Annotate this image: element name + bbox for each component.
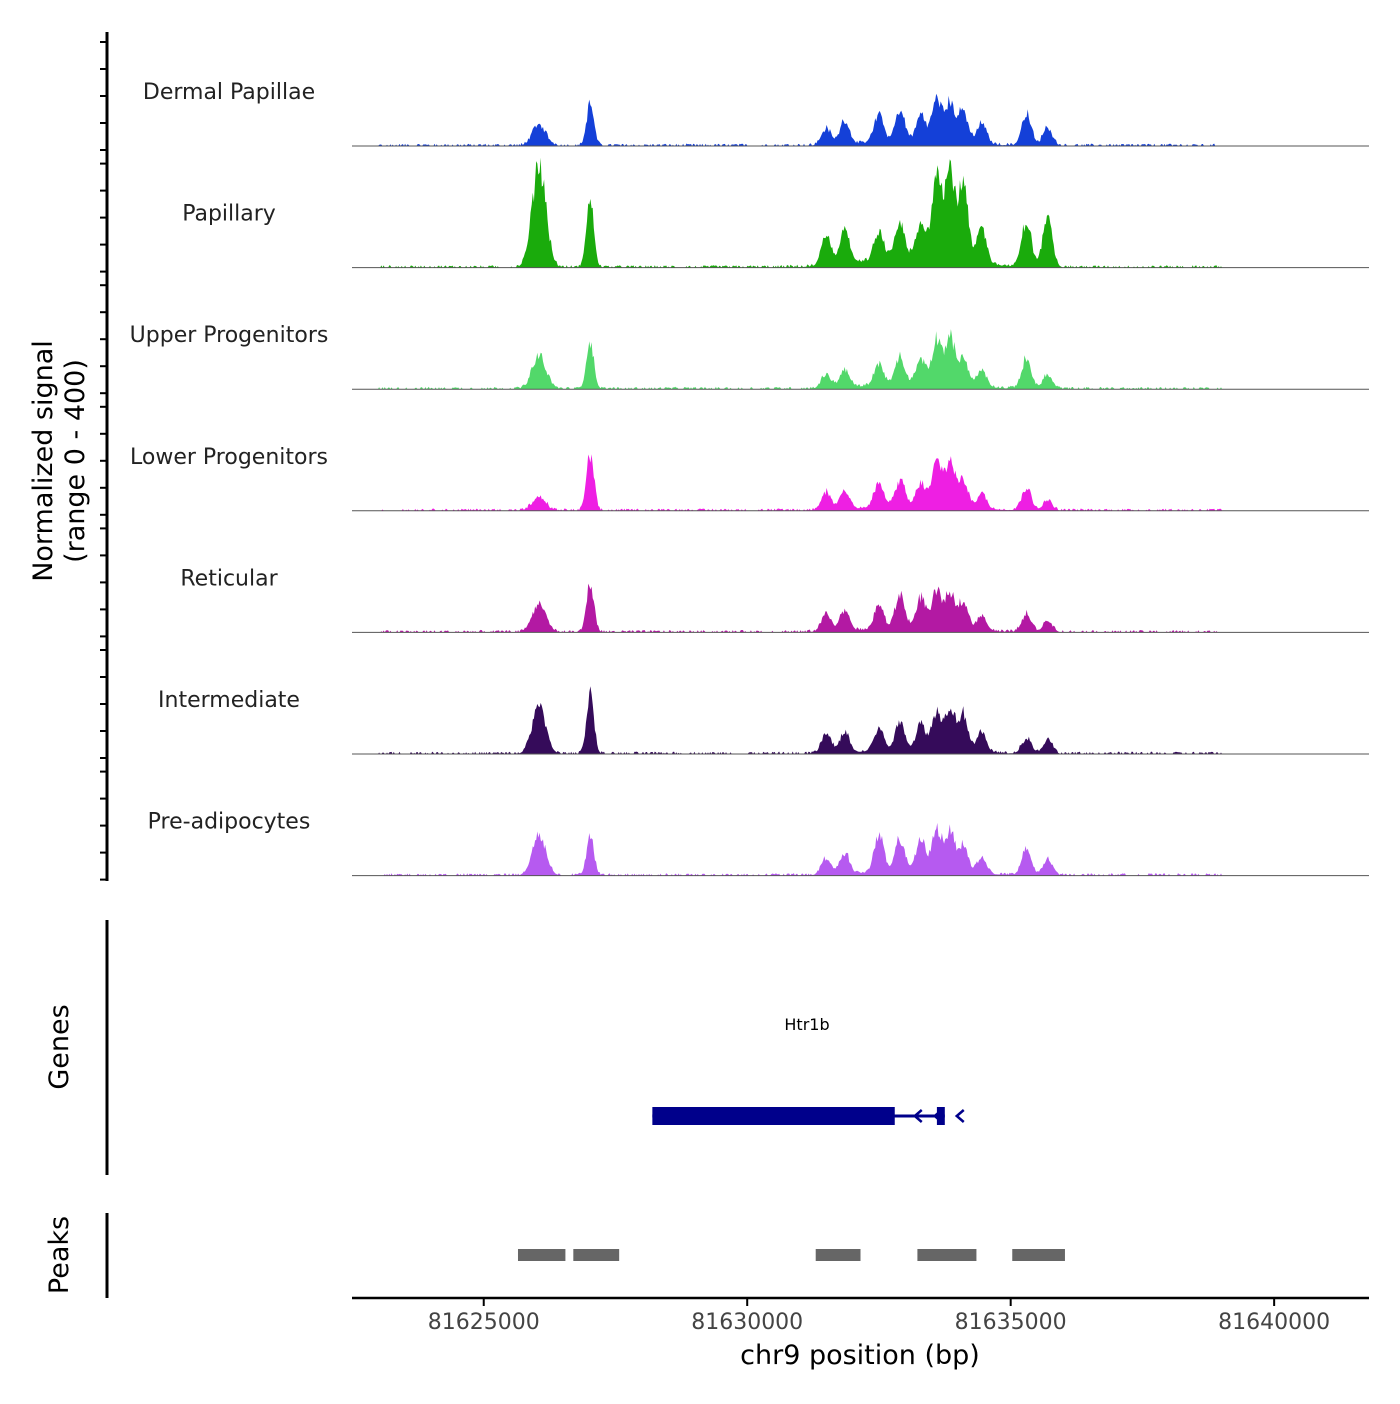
track-label-3: Lower Progenitors	[130, 445, 328, 470]
peak-region-4	[1012, 1249, 1065, 1261]
track-upper-progenitors: Upper Progenitors	[130, 323, 1369, 390]
track-label-1: Papillary	[182, 202, 276, 227]
y-axis-title: Normalized signal	[28, 340, 59, 582]
track-reticular: Reticular	[180, 566, 1369, 633]
genes-track-label: Genes	[44, 1004, 75, 1089]
peak-region-1	[573, 1249, 620, 1261]
track-intermediate: Intermediate	[158, 686, 1369, 755]
x-tick-label: 81640000	[1218, 1310, 1330, 1335]
track-label-2: Upper Progenitors	[130, 323, 329, 348]
coverage-tracks: Dermal Papillae Papillary Upper Progenitor…	[130, 80, 1369, 877]
track-label-6: Pre-adipocytes	[148, 810, 311, 835]
peak-region-0	[517, 1249, 566, 1261]
coverage-area-6	[352, 822, 1369, 876]
strand-arrow-icon	[912, 1109, 923, 1123]
track-papillary: Papillary	[182, 157, 1369, 269]
gene-coding-exon	[652, 1107, 895, 1125]
peak-region-2	[815, 1249, 861, 1261]
x-axis-ticks: 81625000 81630000 81635000 81640000	[428, 1298, 1330, 1335]
x-tick-label: 81635000	[955, 1310, 1067, 1335]
x-axis-title: chr9 position (bp)	[740, 1340, 980, 1371]
strand-arrow-icon	[932, 1109, 943, 1123]
coverage-area-2	[352, 329, 1369, 390]
x-tick-label: 81625000	[428, 1310, 540, 1335]
gene-name-label: Htr1b	[784, 1015, 829, 1034]
coverage-area-0	[352, 93, 1369, 146]
track-label-0: Dermal Papillae	[143, 80, 315, 105]
track-pre-adipocytes: Pre-adipocytes	[148, 810, 1369, 877]
track-label-4: Reticular	[180, 566, 278, 591]
gene-model-htr1b	[652, 1107, 965, 1125]
gene-first-exon	[936, 1107, 945, 1125]
coverage-area-1	[352, 157, 1369, 268]
coverage-area-3	[352, 454, 1369, 511]
peak-region-3	[917, 1249, 977, 1261]
y-axis-subtitle: (range 0 - 400)	[60, 359, 91, 563]
x-tick-label: 81630000	[691, 1310, 803, 1335]
strand-arrow-icon	[954, 1109, 965, 1123]
coverage-area-4	[352, 583, 1369, 633]
peak-regions	[517, 1249, 1065, 1261]
track-label-5: Intermediate	[158, 688, 300, 713]
track-lower-progenitors: Lower Progenitors	[130, 445, 1369, 512]
track-dermal-papillae: Dermal Papillae	[143, 80, 1369, 147]
coverage-area-5	[352, 686, 1369, 754]
peaks-track-label: Peaks	[44, 1216, 75, 1294]
coverage-y-axis-ticks	[100, 41, 107, 881]
